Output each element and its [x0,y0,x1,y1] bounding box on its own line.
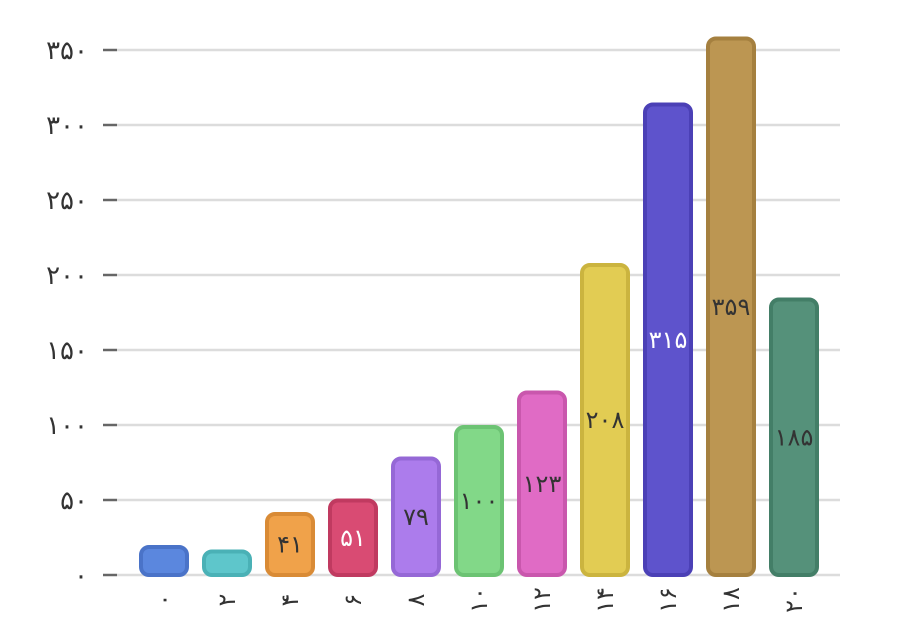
bar-value-label: ۷۹ [403,503,429,531]
bar[interactable] [643,102,693,577]
y-tick-label: ۱۰۰ [46,411,88,441]
x-tick-label: ۱۶ [654,587,682,613]
x-tick-label: ۲۰ [780,587,808,613]
y-tick-label: ۳۰۰ [46,111,88,141]
y-tick-label: ۲۰۰ [46,261,88,291]
bar-value-label: ۱۰۰ [460,487,499,515]
bar-value-label: ۴۱ [277,531,303,559]
bar-value-label: ۱۲۳ [523,470,562,498]
bar[interactable] [580,263,630,577]
x-tick-label: ۱۰ [465,587,493,613]
y-tick-label: ۳۵۰ [46,36,88,66]
bar[interactable] [139,545,189,577]
bar[interactable] [265,512,315,577]
y-axis: ۰ ۵۰ ۱۰۰ ۱۵۰ ۲۰۰ ۲۵۰ ۳۰۰ ۳۵۰ [46,36,117,591]
bar-data-labels: ۴۱ ۵۱ ۷۹ ۱۰۰ ۱۲۳ ۲۰۸ ۳۱۵ ۳۵۹ ۱۸۵ [277,293,813,559]
bars [139,36,819,577]
x-axis: ۰ ۲ ۴ ۶ ۸ ۱۰ ۱۲ ۱۴ ۱۶ ۱۸ ۲۰ [150,587,808,613]
bar[interactable] [391,456,441,577]
y-tick-label: ۵۰ [60,486,88,516]
bar-value-label: ۳۱۵ [649,326,688,354]
x-tick-label: ۱۸ [717,587,745,613]
x-tick-label: ۶ [339,594,367,607]
bar-value-label: ۱۸۵ [775,423,814,451]
y-tick-label: ۰ [74,561,88,591]
y-tick-label: ۲۵۰ [46,186,88,216]
x-tick-label: ۱۴ [591,587,619,613]
x-tick-label: ۲ [213,594,241,607]
x-tick-label: ۴ [276,594,304,607]
bar[interactable] [706,36,756,577]
bar[interactable] [769,297,819,577]
bar[interactable] [517,390,567,577]
bar-value-label: ۳۵۹ [712,293,751,321]
bar-value-label: ۵۱ [340,524,366,552]
x-tick-label: ۰ [150,594,178,607]
y-tick-label: ۱۵۰ [46,336,88,366]
bar[interactable] [328,498,378,577]
x-tick-label: ۸ [402,593,430,606]
bar[interactable] [202,549,252,577]
x-tick-label: ۱۲ [528,587,556,613]
bar-value-label: ۲۰۸ [586,406,625,434]
bar[interactable] [454,425,504,577]
